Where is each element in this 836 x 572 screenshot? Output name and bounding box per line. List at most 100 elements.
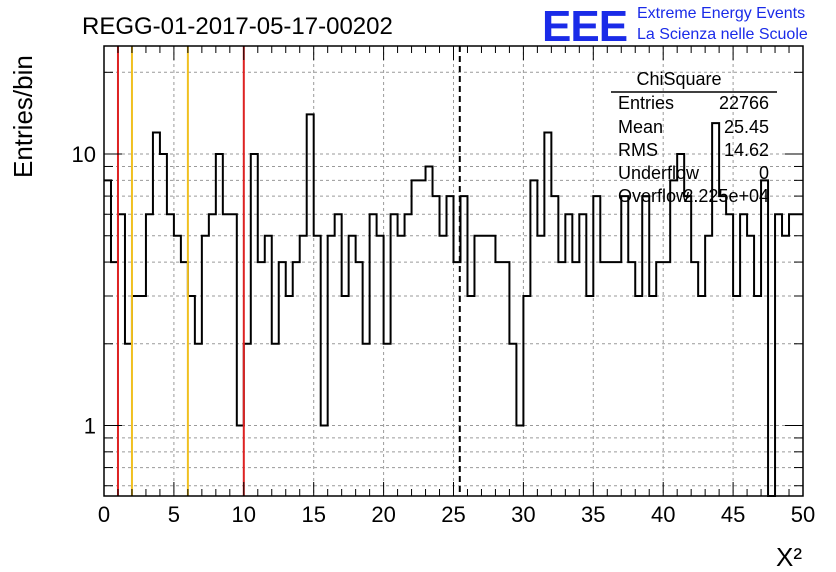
histogram-bin: [398, 236, 405, 496]
histogram-bin: [530, 180, 537, 496]
histogram-bin: [111, 262, 118, 496]
stats-value-underflow: 0: [759, 163, 769, 183]
histogram-bin: [237, 426, 244, 496]
histogram-bin: [579, 214, 586, 496]
histogram-bin: [356, 262, 363, 496]
histogram-bin: [321, 426, 328, 496]
stats-value-entries: 22766: [719, 93, 769, 113]
stats-value-mean: 25.45: [724, 117, 769, 137]
histogram-bin: [279, 262, 286, 496]
histogram-bin: [649, 296, 656, 496]
y-tick-label: 1: [84, 414, 96, 439]
histogram-bin: [433, 196, 440, 496]
histogram-bin: [230, 214, 237, 496]
histogram-bin: [509, 344, 516, 496]
histogram-bin: [146, 214, 153, 496]
histogram-bin: [174, 236, 181, 496]
histogram-bin: [377, 236, 384, 496]
histogram-bin: [726, 214, 733, 496]
histogram-bin: [363, 344, 370, 496]
histogram-bin: [642, 196, 649, 496]
histogram-bin: [593, 196, 600, 496]
histogram-bin: [782, 236, 789, 496]
histogram-bin: [544, 133, 551, 496]
histogram-bin: [467, 296, 474, 496]
histogram-bin: [167, 214, 174, 496]
histogram-bin: [405, 214, 412, 496]
histogram-bin: [495, 262, 502, 496]
x-tick-label: 20: [371, 502, 395, 527]
histogram-bin: [300, 236, 307, 496]
histogram-bin: [419, 180, 426, 496]
histogram-bin: [600, 262, 607, 496]
histogram-bin: [328, 236, 335, 496]
logo-line-2: La Scienza nelle Scuole: [637, 26, 808, 43]
x-tick-label: 40: [651, 502, 675, 527]
histogram-bin: [719, 196, 726, 496]
x-tick-label: 15: [301, 502, 325, 527]
x-axis-label: X²: [776, 542, 802, 572]
histogram-bin: [342, 296, 349, 496]
x-tick-label: 35: [581, 502, 605, 527]
stats-value-rms: 14.62: [724, 140, 769, 160]
histogram-bin: [244, 344, 251, 496]
histogram-bin: [223, 214, 230, 496]
histogram-bin: [635, 296, 642, 496]
histogram-bin: [474, 236, 481, 496]
histogram-bin: [251, 154, 258, 496]
histogram-bin: [391, 214, 398, 496]
histogram-bin: [272, 344, 279, 496]
histogram-bin: [628, 262, 635, 496]
histogram-bin: [132, 296, 139, 496]
histogram-bin: [139, 296, 146, 496]
axis-ticks: [103, 46, 804, 496]
histogram-bin: [754, 296, 761, 496]
histogram-bin: [712, 123, 719, 496]
histogram-bin: [775, 214, 782, 496]
histogram-bin: [621, 196, 628, 496]
stats-title: ChiSquare: [636, 69, 721, 89]
histogram-bin: [153, 133, 160, 496]
histogram-bin: [412, 180, 419, 496]
stats-box: ChiSquare Entries 22766 Mean 25.45 RMS 1…: [611, 69, 777, 206]
histogram-bin: [670, 180, 677, 496]
histogram-bin: [705, 236, 712, 496]
histogram-bin: [488, 236, 495, 496]
histogram-bin: [265, 236, 272, 496]
histogram-bin: [349, 236, 356, 496]
histogram-bin: [426, 166, 433, 496]
stats-label-overflow: Overflow: [618, 186, 690, 206]
histogram-bin: [698, 296, 705, 496]
histogram-bin: [447, 196, 454, 496]
histogram-bin: [551, 196, 558, 496]
histogram-bins: [104, 113, 803, 497]
x-tick-label: 50: [791, 502, 815, 527]
histogram-outline: [104, 113, 803, 497]
histogram-bin: [286, 296, 293, 496]
x-tick-label: 0: [98, 502, 110, 527]
histogram-bin: [502, 262, 509, 496]
histogram-bin: [516, 426, 523, 496]
histogram-bin: [607, 262, 614, 496]
histogram-bin: [565, 214, 572, 496]
stats-label-underflow: Underflow: [618, 163, 700, 183]
histogram-bin: [747, 236, 754, 496]
histogram-bin: [370, 214, 377, 496]
histogram-bin: [384, 344, 391, 496]
histogram-bin: [258, 262, 265, 496]
histogram-bin: [307, 114, 314, 496]
histogram-bin: [314, 236, 321, 496]
histogram-bin: [209, 214, 216, 496]
logo-line-1: Extreme Energy Events: [637, 5, 805, 22]
histogram-bin: [195, 344, 202, 496]
histogram-bin: [202, 236, 209, 496]
histogram-bin: [293, 262, 300, 496]
histogram-bin: [684, 196, 691, 496]
stats-label-rms: RMS: [618, 140, 658, 160]
y-tick-label: 10: [72, 142, 96, 167]
histogram-bin: [460, 196, 467, 496]
logo-mark: EEE: [542, 2, 627, 51]
stats-label-mean: Mean: [618, 117, 663, 137]
y-axis-label: Entries/bin: [8, 55, 38, 178]
